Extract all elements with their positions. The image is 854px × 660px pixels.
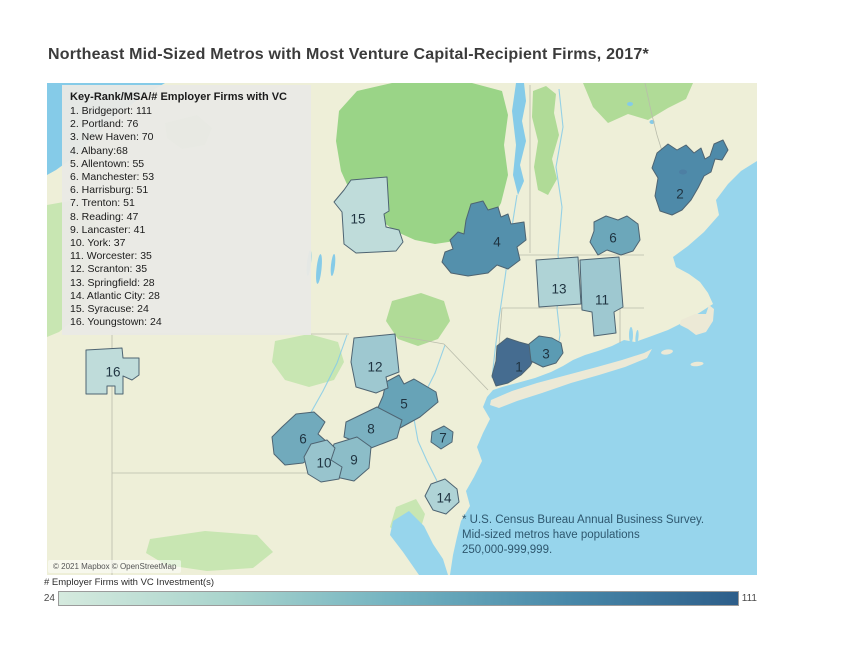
metro-region-number: 14	[436, 491, 452, 506]
metro-region-scranton[interactable]	[350, 333, 400, 394]
legend-title: # Employer Firms with VC Investment(s)	[44, 577, 214, 588]
nantucket	[690, 361, 704, 367]
annotation-line: 250,000-999,999.	[462, 544, 553, 556]
marthas-vineyard	[661, 349, 673, 355]
key-entry: 7. Trenton: 51	[70, 197, 135, 210]
key-header: Key-Rank/MSA/# Employer Firms with VC	[70, 91, 287, 103]
key-entry: 15. Syracuse: 24	[70, 303, 149, 316]
key-entry: 9. Lancaster: 41	[70, 223, 146, 236]
metro-region-number: 6	[609, 231, 617, 246]
metro-region-number: 4	[493, 235, 501, 250]
annotation-line: * U.S. Census Bureau Annual Business Sur…	[462, 514, 705, 526]
coastal-land	[490, 305, 714, 408]
key-entry: 5. Allentown: 55	[70, 157, 145, 170]
color-legend: # Employer Firms with VC Investment(s) 2…	[40, 577, 757, 606]
map-canvas[interactable]: 1 2 3 4 5 6 6 7 8 9 10 11 12 13 14 15 16 Key-Rank/MSA/# …	[47, 83, 757, 575]
metro-region-number: 7	[439, 431, 447, 446]
metro-region-youngstown[interactable]	[85, 347, 140, 395]
key-entry: 16. Youngstown: 24	[70, 316, 162, 329]
metro-region-number: 1	[515, 360, 523, 375]
metro-region-number: 2	[676, 187, 684, 202]
lake-champlain	[512, 83, 526, 195]
metro-region-new-haven[interactable]	[528, 335, 564, 368]
key-entry: 13. Springfield: 28	[70, 276, 155, 289]
metro-region-worcester[interactable]	[579, 256, 624, 337]
metro-region-number: 12	[367, 360, 382, 375]
cape-cod	[680, 305, 714, 335]
legend-min-value: 24	[43, 593, 55, 604]
metro-region-portland[interactable]	[651, 139, 729, 216]
metro-region-syracuse[interactable]	[333, 176, 404, 254]
sebago-lake	[679, 169, 687, 175]
metro-region-bridgeport[interactable]	[491, 337, 537, 387]
key-entry: 12. Scranton: 35	[70, 263, 148, 276]
metro-region-atlantic-city[interactable]	[424, 478, 460, 515]
source-annotation: * U.S. Census Bureau Annual Business Sur…	[462, 513, 747, 558]
metro-region-number: 6	[299, 432, 307, 447]
legend-max-value: 111	[741, 593, 757, 604]
key-entry: 6. Manchester: 53	[70, 171, 155, 184]
long-island	[490, 349, 652, 408]
metro-region-number: 8	[367, 422, 375, 437]
map-attribution[interactable]: © 2021 Mapbox © OpenStreetMap	[48, 560, 182, 573]
metro-region-number: 3	[542, 347, 550, 362]
key-entry: 10. York: 37	[70, 237, 126, 250]
metro-region-number: 10	[316, 456, 331, 471]
key-entry: 2. Portland: 76	[70, 118, 139, 131]
metro-region-number: 9	[350, 453, 358, 468]
metro-region-number: 15	[350, 212, 365, 227]
key-entry: 14. Atlantic City: 28	[70, 289, 160, 302]
key-entry: 6. Harrisburg: 51	[70, 184, 149, 197]
metro-region-trenton[interactable]	[430, 425, 454, 450]
legend-gradient-bar	[58, 591, 739, 606]
key-entry: 11. Worcester: 35	[70, 250, 152, 263]
key-entries: 1. Bridgeport: 111 2. Portland: 76 3. New …	[70, 105, 303, 329]
metro-region-number: 11	[595, 293, 609, 308]
annotation-line: Mid-sized metros have populations	[462, 529, 640, 541]
key-entry: 1. Bridgeport: 111	[70, 105, 152, 117]
metro-region-number: 16	[105, 365, 120, 380]
metro-region-york[interactable]	[303, 439, 343, 483]
page-title: Northeast Mid-Sized Metros with Most Ven…	[48, 46, 649, 63]
delaware-bay	[390, 511, 448, 575]
metro-region-number: 5	[400, 397, 408, 412]
metro-region-albany[interactable]	[441, 200, 527, 277]
map-key-box: Key-Rank/MSA/# Employer Firms with VC 1.…	[62, 85, 311, 336]
metro-region-springfield[interactable]	[535, 256, 582, 308]
key-entry: 4. Albany:68	[70, 144, 128, 157]
key-entry: 3. New Haven: 70	[70, 131, 154, 144]
key-entry: 8. Reading: 47	[70, 210, 139, 223]
metro-region-number: 13	[551, 282, 566, 297]
metro-region-manchester[interactable]	[589, 215, 641, 256]
